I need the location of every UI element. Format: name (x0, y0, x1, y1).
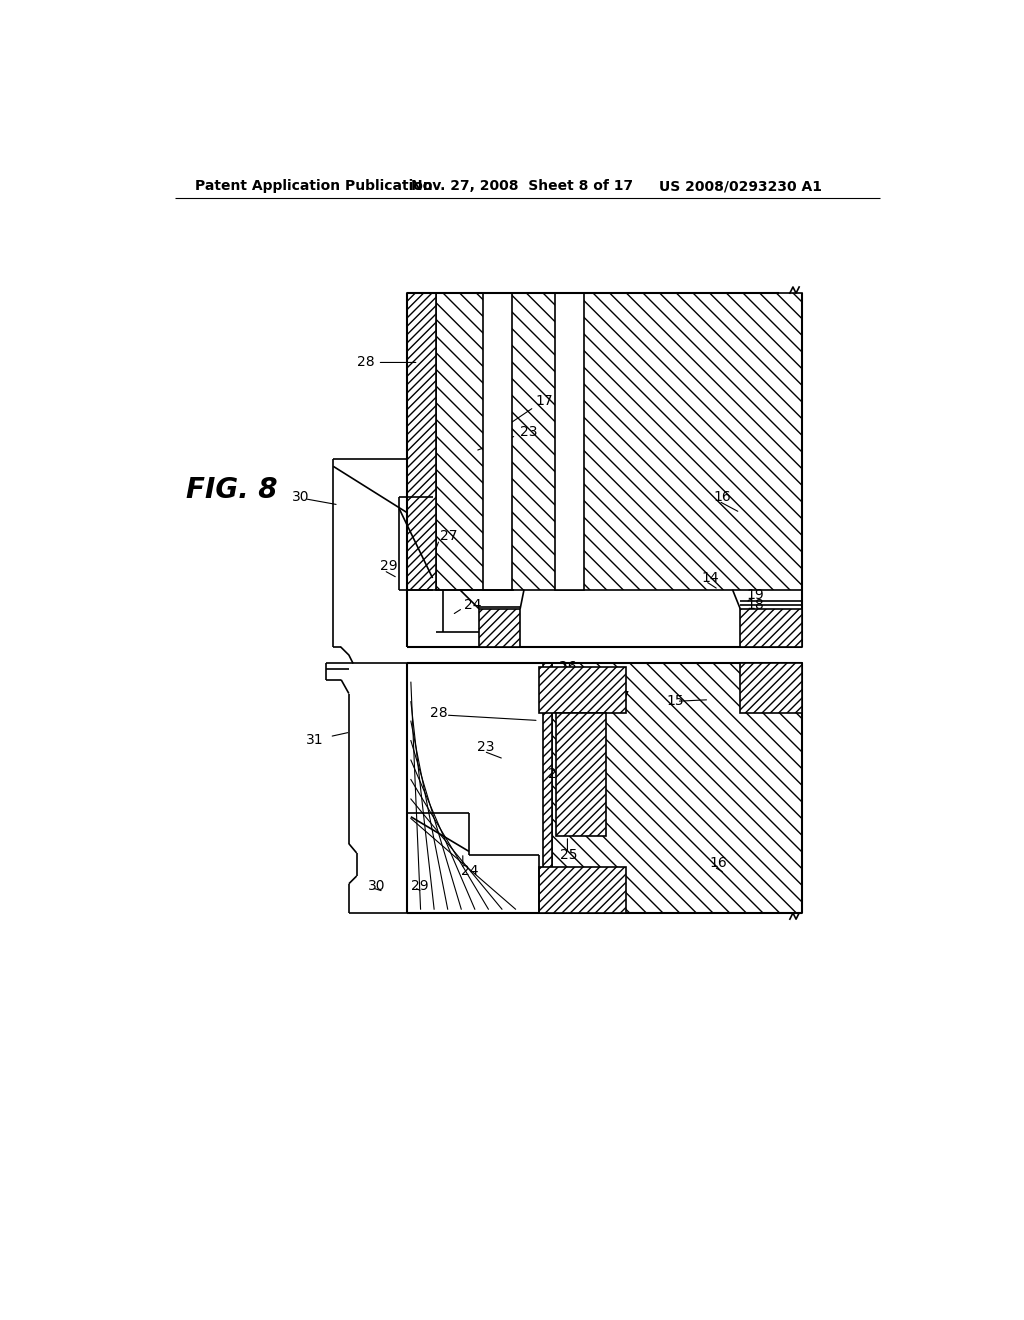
Text: 24: 24 (461, 863, 479, 878)
Text: FIG. 8: FIG. 8 (186, 475, 278, 503)
Text: 17: 17 (536, 393, 553, 408)
Text: 31: 31 (306, 733, 324, 747)
Text: 23: 23 (477, 741, 495, 755)
Text: 20: 20 (483, 618, 501, 631)
Bar (543, 663, 552, 913)
Bar (539, 667, 626, 713)
Bar (436, 293, 802, 590)
Text: 26: 26 (575, 900, 594, 913)
Text: 25: 25 (559, 669, 577, 684)
Text: 16: 16 (713, 490, 731, 504)
Text: 24: 24 (464, 598, 481, 612)
Text: 30: 30 (292, 490, 310, 504)
Text: 26: 26 (559, 660, 577, 673)
Text: Nov. 27, 2008  Sheet 8 of 17: Nov. 27, 2008 Sheet 8 of 17 (411, 180, 633, 193)
Text: 15: 15 (667, 694, 684, 709)
Bar (740, 609, 802, 647)
Text: 18: 18 (746, 598, 764, 612)
Text: 30: 30 (369, 879, 386, 894)
Text: 16: 16 (710, 855, 727, 870)
Bar (479, 609, 520, 647)
Bar (556, 713, 606, 836)
Text: 28: 28 (430, 706, 447, 719)
Text: US 2008/0293230 A1: US 2008/0293230 A1 (658, 180, 822, 193)
Bar (552, 663, 802, 913)
Bar (539, 867, 626, 913)
Text: 29: 29 (380, 560, 397, 573)
Text: 28: 28 (356, 355, 374, 370)
Text: 25: 25 (560, 849, 578, 862)
Text: 23: 23 (520, 425, 538, 438)
Bar (407, 293, 436, 590)
Bar (740, 663, 802, 713)
Bar (483, 293, 512, 590)
Text: 19: 19 (746, 587, 764, 602)
Text: 21: 21 (548, 767, 565, 781)
Text: 14: 14 (701, 572, 719, 585)
Text: 17: 17 (612, 690, 630, 705)
Text: 27: 27 (440, 529, 458, 543)
Text: 29: 29 (411, 879, 428, 894)
Bar (555, 293, 585, 590)
Text: Patent Application Publication: Patent Application Publication (196, 180, 433, 193)
Bar (407, 663, 543, 913)
